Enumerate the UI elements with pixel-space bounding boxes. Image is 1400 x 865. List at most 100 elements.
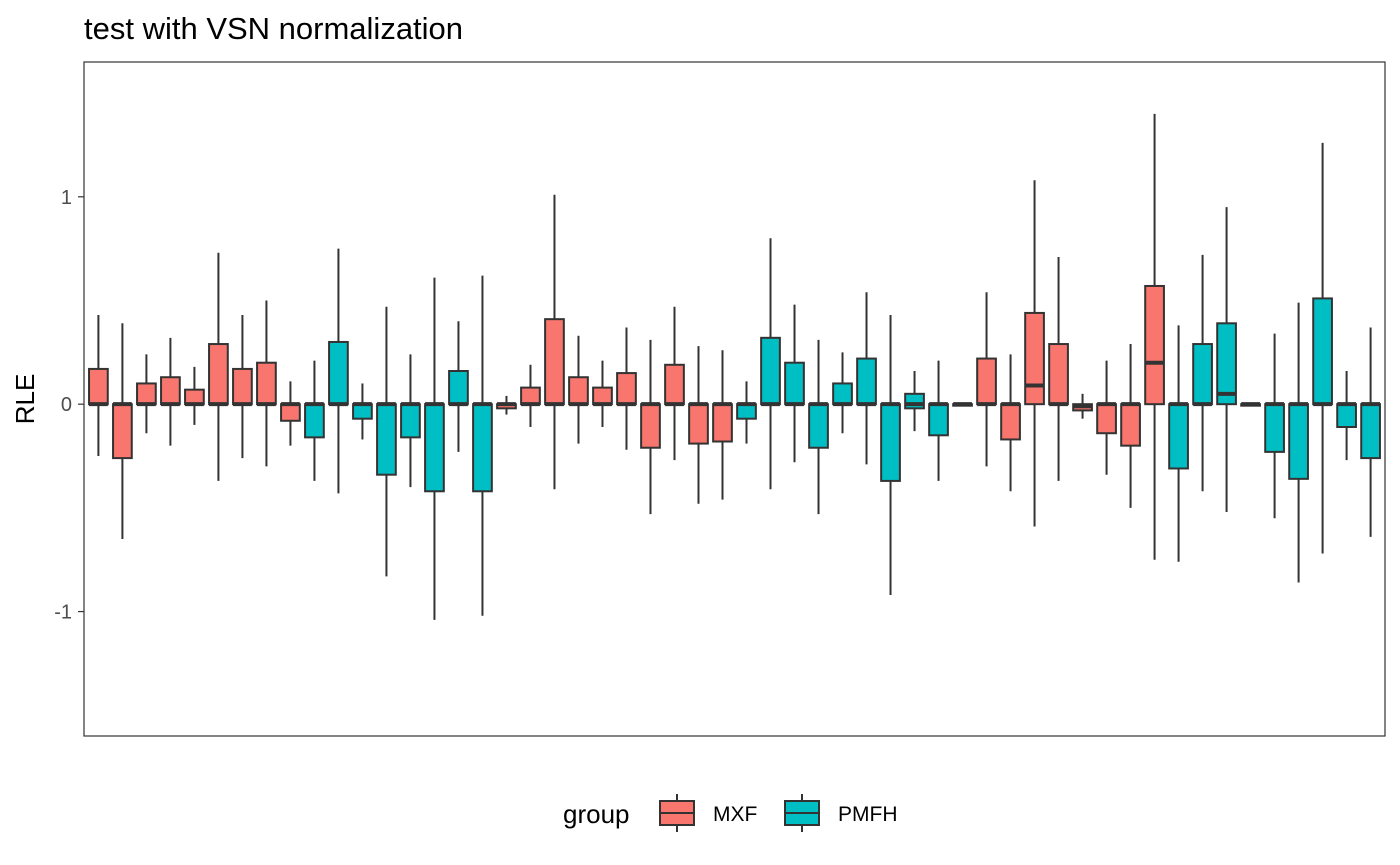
box-body xyxy=(1288,403,1309,480)
box-14 xyxy=(400,354,421,488)
box-body xyxy=(640,403,661,449)
box-5 xyxy=(184,366,205,425)
box-body xyxy=(928,403,949,437)
box-4 xyxy=(160,337,181,446)
box-body xyxy=(688,403,709,445)
box-body xyxy=(784,361,805,406)
box-53 xyxy=(1336,371,1357,461)
chart-title: test with VSN normalization xyxy=(84,11,463,46)
box-16 xyxy=(448,321,469,452)
box-28 xyxy=(736,381,757,444)
box-body xyxy=(1168,403,1189,470)
box-3 xyxy=(136,354,157,434)
box-30 xyxy=(784,304,805,463)
legend: group MXF PMFH xyxy=(563,794,898,832)
box-body xyxy=(1312,297,1333,406)
box-body xyxy=(1192,343,1213,406)
box-8 xyxy=(256,300,277,467)
box-body xyxy=(112,403,133,460)
box-39 xyxy=(1000,354,1021,492)
box-13 xyxy=(376,306,397,577)
box-20 xyxy=(544,194,565,490)
box-21 xyxy=(568,335,589,444)
box-body xyxy=(544,318,565,406)
box-body xyxy=(160,376,181,406)
box-17 xyxy=(472,275,493,616)
y-tick-label: 1 xyxy=(61,187,72,209)
box-body xyxy=(1264,403,1285,453)
box-38 xyxy=(976,292,997,467)
box-48 xyxy=(1216,207,1237,513)
box-51 xyxy=(1288,302,1309,583)
box-45 xyxy=(1144,113,1165,560)
box-body xyxy=(736,403,757,420)
box-36 xyxy=(928,360,949,481)
box-2 xyxy=(112,323,133,539)
box-11 xyxy=(328,248,349,494)
box-body xyxy=(1024,311,1045,406)
box-body xyxy=(1096,403,1117,435)
box-27 xyxy=(712,350,733,500)
box-43 xyxy=(1096,360,1117,475)
box-23 xyxy=(616,327,637,450)
box-body xyxy=(1000,403,1021,441)
box-body xyxy=(712,403,733,443)
box-body xyxy=(976,357,997,406)
box-body xyxy=(664,363,685,406)
boxes-layer xyxy=(88,113,1381,620)
box-41 xyxy=(1048,256,1069,481)
box-body xyxy=(88,367,109,406)
box-15 xyxy=(424,277,445,620)
box-body xyxy=(1144,284,1165,406)
plot-panel xyxy=(83,61,1386,737)
legend-label-pmfh: PMFH xyxy=(838,803,898,826)
box-35 xyxy=(904,371,925,432)
box-37 xyxy=(952,402,973,407)
legend-item-mxf: MXF xyxy=(659,794,757,832)
box-body xyxy=(184,388,205,406)
box-body xyxy=(424,403,445,493)
box-body xyxy=(256,361,277,406)
box-body xyxy=(328,340,349,406)
box-29 xyxy=(760,238,781,490)
y-axis-title: RLE xyxy=(10,374,40,425)
box-body xyxy=(1216,322,1237,406)
box-body xyxy=(400,403,421,439)
box-42 xyxy=(1072,393,1093,419)
box-body xyxy=(520,386,541,406)
box-54 xyxy=(1360,327,1381,537)
box-26 xyxy=(688,346,709,504)
box-10 xyxy=(304,360,325,481)
box-body xyxy=(568,376,589,406)
y-tick-label: -1 xyxy=(54,602,72,624)
box-body xyxy=(472,403,493,493)
box-body xyxy=(1360,403,1381,460)
box-46 xyxy=(1168,325,1189,562)
box-body xyxy=(808,403,829,449)
box-body xyxy=(136,382,157,406)
box-25 xyxy=(664,306,685,461)
box-44 xyxy=(1120,344,1141,508)
box-9 xyxy=(280,381,301,446)
box-50 xyxy=(1264,333,1285,519)
box-body xyxy=(376,403,397,476)
box-body xyxy=(880,403,901,482)
y-axis: -1 0 1 xyxy=(54,187,84,624)
y-tick-label: 0 xyxy=(61,394,72,416)
box-body xyxy=(208,343,229,406)
box-body xyxy=(760,336,781,406)
box-22 xyxy=(592,360,613,427)
box-31 xyxy=(808,339,829,515)
box-34 xyxy=(880,315,901,595)
legend-title: group xyxy=(563,799,630,829)
box-18 xyxy=(496,395,517,415)
box-body xyxy=(1048,343,1069,406)
box-body xyxy=(832,382,853,406)
box-19 xyxy=(520,364,541,427)
box-body xyxy=(592,386,613,406)
legend-item-pmfh: PMFH xyxy=(784,794,898,832)
box-52 xyxy=(1312,142,1333,554)
box-49 xyxy=(1240,402,1261,407)
legend-label-mxf: MXF xyxy=(713,803,757,826)
box-1 xyxy=(88,315,109,457)
